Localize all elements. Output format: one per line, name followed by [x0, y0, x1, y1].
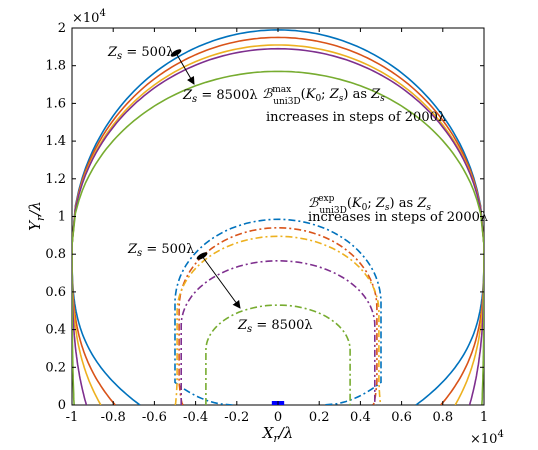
annot-max-end: Zs = 8500λ [182, 88, 258, 105]
x-tick-label: -1 [66, 410, 79, 425]
exp-curve-group [174, 218, 382, 405]
x-tick-label: 0 [274, 410, 282, 425]
y-multiplier: ×104 [72, 8, 106, 26]
x-axis-label-x: X [262, 424, 275, 442]
y-tick-label: 0.6 [45, 285, 66, 300]
x-tick-group: -1 -0.8 -0.6 -0.4 -0.2 0 0.2 0.4 0.6 0.8 1 [66, 28, 488, 425]
annot-max-start: Zs = 500λ [107, 45, 174, 62]
annot-max-arrow [175, 52, 195, 85]
y-multiplier-base: ×10 [72, 11, 99, 26]
exp-curve-zs-8500 [205, 304, 351, 405]
max-curve-zs-8500 [72, 70, 484, 405]
exp-curve-zs-6500 [180, 259, 376, 405]
y-tick-label: 1.6 [45, 96, 66, 111]
x-multiplier-exp: 4 [497, 429, 503, 440]
desc-exp-line1: ℬexp uni3D(K0; Zs) as Zs [308, 194, 431, 216]
y-tick-label: 0 [58, 398, 66, 413]
x-tick-label: -0.8 [101, 410, 126, 425]
y-tick-group: 0 0.2 0.4 0.6 0.8 1 1.2 1.4 1.6 1.8 2 [45, 21, 484, 413]
desc-max-line1: ℬmax uni3D(K0; Zs) as Zs [262, 85, 385, 107]
y-tick-label: 1.2 [45, 172, 66, 187]
x-tick-label: -0.4 [183, 410, 208, 425]
x-axis-label-sub: r [273, 432, 279, 445]
annot-exp-end: Zs = 8500λ [237, 318, 313, 335]
x-tick-label: 0.6 [391, 410, 412, 425]
exp-curve-zs-500 [174, 218, 382, 405]
y-tick-label: 1.4 [45, 134, 66, 149]
annot-exp-arrow [201, 255, 241, 309]
x-multiplier: ×104 [470, 429, 504, 447]
x-tick-label: 0.4 [350, 410, 371, 425]
y-tick-label: 1.8 [45, 59, 66, 74]
x-axis-label-tail: /λ [277, 424, 294, 442]
y-tick-label: 0.2 [45, 360, 66, 375]
y-axis-label-y: Y [26, 219, 44, 231]
exp-curve-zs-4500 [174, 235, 382, 405]
x-tick-label: 1 [480, 410, 488, 425]
y-tick-label: 2 [58, 21, 66, 36]
max-curve-group [72, 29, 484, 405]
x-multiplier-base: ×10 [470, 432, 497, 447]
y-tick-label: 0.4 [45, 323, 66, 338]
y-tick-label: 0.8 [45, 247, 66, 262]
x-tick-label: 0.8 [432, 410, 453, 425]
desc-max-line2: increases in steps of 2000λ [266, 110, 446, 125]
y-axis-label-tail: /λ [26, 201, 44, 218]
y-multiplier-exp: 4 [99, 8, 105, 19]
y-axis-label-sub: r [34, 215, 47, 221]
x-tick-label: 0.2 [309, 410, 330, 425]
y-axis-label: Yr/λ [26, 201, 47, 231]
x-tick-label: -0.2 [224, 410, 249, 425]
desc-exp-line2: increases in steps of 2000λ [308, 210, 488, 225]
annot-exp-start: Zs = 500λ [127, 242, 194, 259]
x-axis-label: Xr/λ [262, 424, 294, 445]
x-tick-label: -0.6 [142, 410, 167, 425]
exp-curve-zs-2500 [178, 226, 378, 405]
y-tick-label: 1 [58, 210, 66, 225]
